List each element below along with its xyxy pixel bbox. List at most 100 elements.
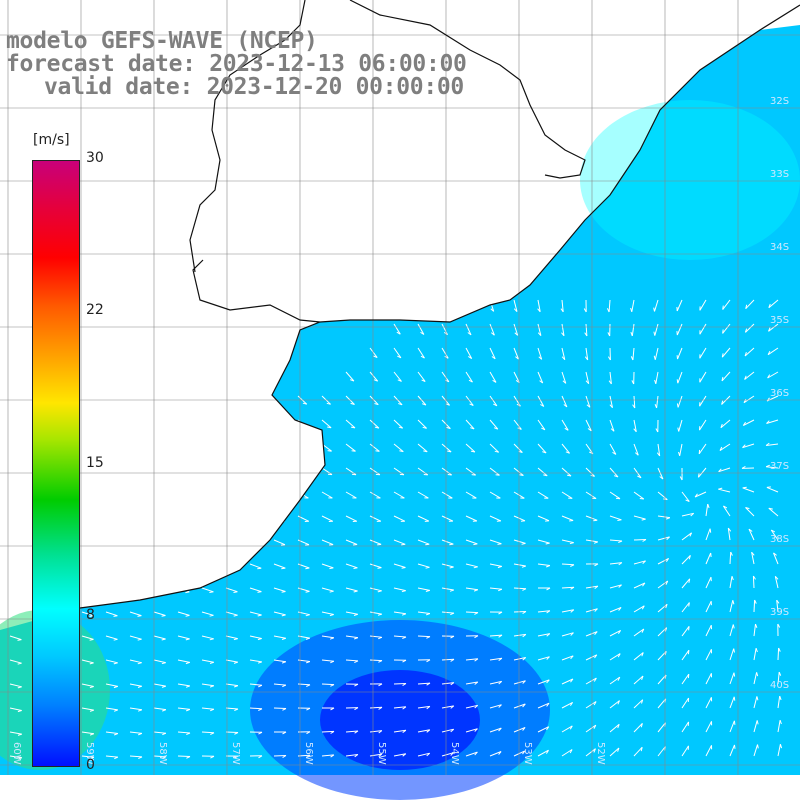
wind-arrow-head <box>664 651 667 656</box>
wind-arrow-head <box>354 660 359 664</box>
wind-arrow <box>369 635 382 638</box>
wind-arrow-head <box>570 632 574 636</box>
wind-arrow <box>441 539 454 545</box>
wind-arrow-head <box>257 614 262 617</box>
wind-arrow <box>177 515 189 522</box>
wind-arrow-head <box>378 683 383 687</box>
longitude-label: 58W <box>157 742 168 765</box>
wind-arrow-head <box>630 331 633 337</box>
wind-arrow <box>345 539 358 545</box>
wind-arrow <box>513 395 521 407</box>
wind-arrow <box>177 539 190 546</box>
wind-arrow-head <box>618 540 623 544</box>
wind-arrow-head <box>113 662 118 665</box>
wind-arrow-head <box>538 356 543 360</box>
wind-arrow <box>9 731 22 735</box>
wind-arrow-head <box>257 591 262 593</box>
wind-arrow <box>770 529 779 541</box>
wind-arrow-head <box>607 332 611 337</box>
wind-arrow-head <box>632 404 636 409</box>
wind-arrow-head <box>774 575 779 580</box>
wind-arrow <box>766 443 779 446</box>
wind-arrow <box>745 507 755 517</box>
wind-arrow-head <box>470 427 475 430</box>
wind-arrow-head <box>495 474 500 476</box>
wind-arrow <box>657 674 667 685</box>
wind-arrow <box>393 729 406 733</box>
wind-arrow-head <box>733 720 736 725</box>
wind-arrow <box>677 347 683 360</box>
wind-arrow <box>743 419 755 426</box>
wind-arrow-head <box>653 307 655 312</box>
wind-arrow-head <box>546 610 551 614</box>
wind-arrow <box>9 659 22 664</box>
wind-arrow-head <box>779 695 782 701</box>
wind-arrow <box>273 707 287 709</box>
wind-arrow-head <box>617 700 620 705</box>
wind-arrow <box>608 299 611 313</box>
wind-arrow-head <box>522 588 527 591</box>
wind-arrow <box>537 443 547 454</box>
wind-arrow-head <box>350 426 356 429</box>
wind-arrow-head <box>444 355 449 359</box>
wind-arrow-head <box>492 379 497 383</box>
wind-arrow-head <box>186 756 191 759</box>
wind-arrow <box>681 578 691 589</box>
wind-arrow-head <box>138 756 143 760</box>
wind-arrow-head <box>569 702 574 706</box>
wind-arrow <box>655 371 659 384</box>
wind-arrow-head <box>396 331 401 335</box>
wind-arrow-head <box>744 328 748 333</box>
wind-arrow-head <box>765 464 770 468</box>
latitude-label: 40S <box>770 680 789 691</box>
wind-arrow-head <box>560 308 564 313</box>
wind-arrow <box>273 635 286 639</box>
wind-arrow <box>465 658 478 661</box>
wind-arrow <box>225 539 238 546</box>
wind-arrow <box>273 659 286 663</box>
wind-arrow <box>633 675 644 685</box>
wind-arrow <box>489 704 502 709</box>
wind-arrow-head <box>768 303 771 308</box>
wind-arrow-head <box>513 308 518 312</box>
wind-arrow-head <box>540 403 545 407</box>
wind-arrow-head <box>640 747 643 752</box>
wind-arrow-head <box>281 614 286 617</box>
wind-arrow <box>681 491 690 502</box>
wind-arrow <box>201 491 213 499</box>
wind-arrow <box>561 655 574 661</box>
wind-arrow-head <box>234 708 239 712</box>
wind-arrow <box>489 634 503 637</box>
wind-arrow <box>777 696 781 709</box>
wind-arrow-head <box>516 403 521 407</box>
wind-arrow-head <box>779 720 782 725</box>
wind-arrow-head <box>234 732 239 735</box>
wind-arrow <box>465 395 474 406</box>
wind-arrow <box>177 683 190 687</box>
wind-arrow-head <box>351 450 356 452</box>
wind-arrow-head <box>656 452 661 457</box>
wind-arrow <box>513 587 527 590</box>
wind-arrow-head <box>426 729 431 733</box>
wind-arrow <box>105 731 118 734</box>
wind-arrow <box>489 727 502 733</box>
wind-arrow-head <box>676 379 679 384</box>
wind-arrow-head <box>281 661 287 664</box>
wind-arrow <box>768 507 779 517</box>
wind-arrow-head <box>593 519 598 522</box>
wind-arrow <box>537 610 550 613</box>
wind-arrow <box>561 678 574 685</box>
wind-arrow-head <box>584 356 589 361</box>
wind-arrow-head <box>137 685 142 688</box>
wind-arrow-head <box>474 635 479 639</box>
wind-arrow-head <box>305 614 310 617</box>
forecast-date: forecast date: 2023-12-13 06:00:00 <box>6 51 467 77</box>
wind-arrow-head <box>490 332 495 336</box>
wind-arrow <box>722 323 731 334</box>
wind-arrow-head <box>766 486 771 488</box>
wind-arrow-head <box>756 672 759 677</box>
wind-arrow-head <box>722 329 724 334</box>
wind-arrow <box>225 467 237 475</box>
wind-arrow <box>369 730 382 733</box>
wind-arrow-head <box>594 585 599 589</box>
